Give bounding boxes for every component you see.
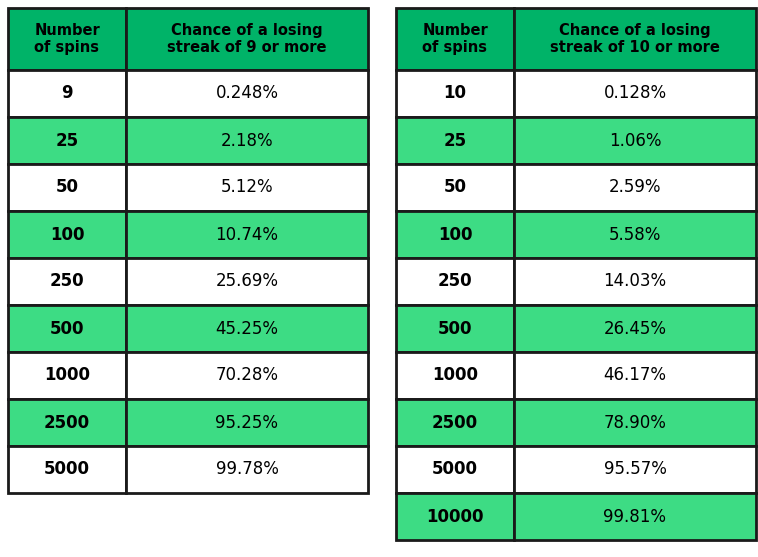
Bar	[126, 305, 368, 352]
Bar	[126, 164, 368, 211]
Bar	[396, 352, 514, 399]
Text: 1000: 1000	[44, 367, 90, 384]
Text: 25: 25	[443, 131, 467, 149]
Text: 50: 50	[443, 178, 466, 197]
Bar	[396, 493, 514, 540]
Text: 500: 500	[50, 320, 84, 338]
Bar	[8, 305, 126, 352]
Bar	[396, 8, 514, 70]
Bar	[126, 211, 368, 258]
Bar	[126, 399, 368, 446]
Text: 78.90%: 78.90%	[603, 413, 666, 432]
Bar	[514, 305, 756, 352]
Text: 5.58%: 5.58%	[609, 226, 661, 243]
Bar	[8, 8, 126, 70]
Bar	[126, 8, 368, 70]
Bar	[514, 211, 756, 258]
Text: 250: 250	[437, 272, 472, 291]
Text: 50: 50	[55, 178, 79, 197]
Bar	[126, 446, 368, 493]
Bar	[396, 164, 514, 211]
Bar	[514, 117, 756, 164]
Text: 26.45%: 26.45%	[603, 320, 666, 338]
Text: 2500: 2500	[44, 413, 90, 432]
Text: 2.18%: 2.18%	[221, 131, 274, 149]
Text: 0.128%: 0.128%	[603, 85, 666, 102]
Bar	[126, 117, 368, 164]
Bar	[396, 258, 514, 305]
Text: 99.81%: 99.81%	[603, 507, 666, 525]
Text: 2.59%: 2.59%	[609, 178, 661, 197]
Bar	[514, 352, 756, 399]
Bar	[126, 258, 368, 305]
Text: 500: 500	[438, 320, 472, 338]
Text: 9: 9	[61, 85, 73, 102]
Bar	[8, 70, 126, 117]
Text: 10000: 10000	[426, 507, 484, 525]
Text: 95.57%: 95.57%	[603, 461, 666, 478]
Text: 2500: 2500	[432, 413, 478, 432]
Bar	[396, 305, 514, 352]
Bar	[8, 211, 126, 258]
Bar	[514, 164, 756, 211]
Text: 70.28%: 70.28%	[215, 367, 278, 384]
Bar	[8, 258, 126, 305]
Bar	[514, 258, 756, 305]
Bar	[396, 211, 514, 258]
Text: 25: 25	[55, 131, 79, 149]
Bar	[8, 352, 126, 399]
Text: Chance of a losing
streak of 9 or more: Chance of a losing streak of 9 or more	[168, 23, 327, 55]
Bar	[126, 70, 368, 117]
Text: 95.25%: 95.25%	[215, 413, 278, 432]
Bar	[396, 70, 514, 117]
Bar	[8, 446, 126, 493]
Text: 5000: 5000	[432, 461, 478, 478]
Bar	[396, 399, 514, 446]
Text: 99.78%: 99.78%	[215, 461, 278, 478]
Text: 1.06%: 1.06%	[609, 131, 661, 149]
Text: 46.17%: 46.17%	[603, 367, 666, 384]
Text: 5.12%: 5.12%	[221, 178, 274, 197]
Text: Chance of a losing
streak of 10 or more: Chance of a losing streak of 10 or more	[550, 23, 720, 55]
Bar	[396, 117, 514, 164]
Bar	[514, 399, 756, 446]
Bar	[126, 352, 368, 399]
Text: 0.248%: 0.248%	[215, 85, 278, 102]
Text: Number
of spins: Number of spins	[34, 23, 100, 55]
Text: Number
of spins: Number of spins	[422, 23, 488, 55]
Text: 100: 100	[50, 226, 84, 243]
Text: 10: 10	[443, 85, 466, 102]
Text: 10.74%: 10.74%	[215, 226, 278, 243]
Text: 14.03%: 14.03%	[603, 272, 666, 291]
Bar	[8, 164, 126, 211]
Text: 5000: 5000	[44, 461, 90, 478]
Text: 25.69%: 25.69%	[215, 272, 278, 291]
Bar	[8, 399, 126, 446]
Bar	[514, 493, 756, 540]
Bar	[514, 8, 756, 70]
Bar	[8, 117, 126, 164]
Text: 250: 250	[50, 272, 84, 291]
Bar	[514, 446, 756, 493]
Text: 45.25%: 45.25%	[215, 320, 278, 338]
Text: 1000: 1000	[432, 367, 478, 384]
Text: 100: 100	[438, 226, 472, 243]
Bar	[396, 446, 514, 493]
Bar	[514, 70, 756, 117]
